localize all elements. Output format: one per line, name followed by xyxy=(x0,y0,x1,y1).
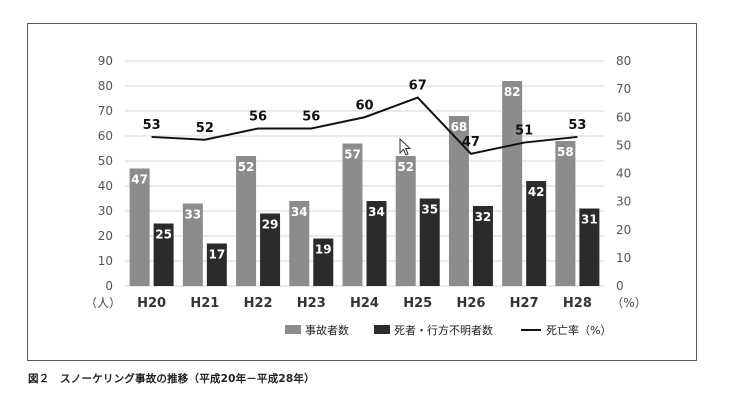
bar xyxy=(236,156,257,286)
bar xyxy=(366,201,387,286)
rate-value-label: 51 xyxy=(515,124,533,139)
figure-caption: 図２ スノーケリング事故の推移（平成20年－平成28年） xyxy=(28,373,315,385)
bar-value-label: 17 xyxy=(208,248,225,262)
left-tick-label: 50 xyxy=(98,154,113,168)
right-axis-unit: （%） xyxy=(611,296,646,310)
right-tick-label: 50 xyxy=(616,138,631,152)
rate-value-label: 53 xyxy=(143,118,161,133)
right-tick-label: 80 xyxy=(616,54,631,68)
bar xyxy=(206,243,227,286)
bar-value-label: 52 xyxy=(238,160,255,174)
bar xyxy=(129,168,150,286)
bar-value-label: 25 xyxy=(155,228,172,242)
left-tick-label: 10 xyxy=(98,254,113,268)
x-axis-labels: H20 H21 H22 H23 H24 H25 H26 H27 H28 xyxy=(137,296,592,311)
right-tick-label: 60 xyxy=(616,110,631,124)
bar-value-label: 34 xyxy=(291,205,308,219)
x-tick-label: H20 xyxy=(137,296,166,311)
left-tick-label: 70 xyxy=(98,104,113,118)
legend-label: 死者・行方不明者数 xyxy=(394,323,493,337)
left-axis-unit: （人） xyxy=(85,296,121,310)
bar xyxy=(342,143,363,286)
legend-label: 事故者数 xyxy=(305,323,349,337)
left-tick-label: 80 xyxy=(98,79,113,93)
rate-value-label: 52 xyxy=(196,121,214,136)
left-axis-ticks: 0 10 20 30 40 50 60 70 80 90 xyxy=(98,54,113,293)
legend-swatch xyxy=(285,325,301,334)
bar xyxy=(502,81,523,286)
bar-value-label: 19 xyxy=(315,243,332,257)
bar xyxy=(289,201,310,286)
right-tick-label: 30 xyxy=(616,195,631,209)
x-tick-label: H25 xyxy=(403,296,432,311)
bar xyxy=(182,203,203,286)
x-tick-label: H23 xyxy=(297,296,326,311)
bar-value-label: 58 xyxy=(557,145,574,159)
left-tick-label: 20 xyxy=(98,229,113,243)
bar-value-label: 42 xyxy=(528,185,545,199)
bar xyxy=(260,213,281,286)
x-tick-label: H24 xyxy=(350,296,379,311)
rate-value-label: 56 xyxy=(249,110,267,125)
x-tick-label: H21 xyxy=(190,296,219,311)
right-tick-label: 40 xyxy=(616,167,631,181)
left-tick-label: 30 xyxy=(98,204,113,218)
bar-value-label: 31 xyxy=(581,213,598,227)
bar-value-label: 57 xyxy=(344,148,361,162)
right-axis-ticks: 0 10 20 30 40 50 60 70 80 xyxy=(616,54,631,293)
bar-value-label: 52 xyxy=(397,160,414,174)
rate-value-label: 47 xyxy=(462,135,480,150)
rate-line-path xyxy=(151,96,578,155)
x-tick-label: H22 xyxy=(244,296,273,311)
legend: 事故者数 死者・行方不明者数 死亡率（%） xyxy=(285,323,611,337)
left-tick-label: 90 xyxy=(98,54,113,68)
bar xyxy=(472,206,493,286)
bar-value-label: 33 xyxy=(184,208,201,222)
mouse-cursor-icon xyxy=(399,138,412,156)
bar-value-label: 29 xyxy=(262,218,279,232)
rate-value-label: 53 xyxy=(568,118,586,133)
left-tick-label: 40 xyxy=(98,179,113,193)
legend-swatch xyxy=(374,325,390,334)
bar xyxy=(419,198,440,286)
data-labels: 47 25 33 17 52 29 34 19 57 34 52 35 68 32 82 42 58 31 53 52… xyxy=(131,79,597,262)
bar xyxy=(555,141,576,286)
rate-value-label: 67 xyxy=(409,79,427,94)
bar xyxy=(153,223,174,286)
x-tick-label: H27 xyxy=(510,296,539,311)
bar xyxy=(395,156,416,286)
left-tick-label: 0 xyxy=(105,279,113,293)
left-tick-label: 60 xyxy=(98,129,113,143)
right-tick-label: 0 xyxy=(616,279,624,293)
rate-value-label: 60 xyxy=(355,98,373,113)
bar-value-label: 47 xyxy=(131,173,148,187)
bar xyxy=(313,238,334,286)
bar xyxy=(579,208,600,286)
bar-value-label: 34 xyxy=(368,205,385,219)
x-tick-label: H26 xyxy=(456,296,485,311)
gridlines xyxy=(125,60,604,287)
right-tick-label: 10 xyxy=(616,251,631,265)
bars xyxy=(129,81,600,286)
bar xyxy=(448,116,469,286)
right-tick-label: 70 xyxy=(616,82,631,96)
rate-value-label: 56 xyxy=(302,110,320,125)
bar-value-label: 82 xyxy=(504,85,521,99)
bar-value-label: 68 xyxy=(451,120,468,134)
bar-value-label: 32 xyxy=(475,210,492,224)
right-tick-label: 20 xyxy=(616,223,631,237)
legend-label: 死亡率（%） xyxy=(546,323,611,337)
bar xyxy=(526,181,547,286)
rate-line xyxy=(151,96,578,155)
x-tick-label: H28 xyxy=(563,296,592,311)
bar-value-label: 35 xyxy=(421,203,438,217)
